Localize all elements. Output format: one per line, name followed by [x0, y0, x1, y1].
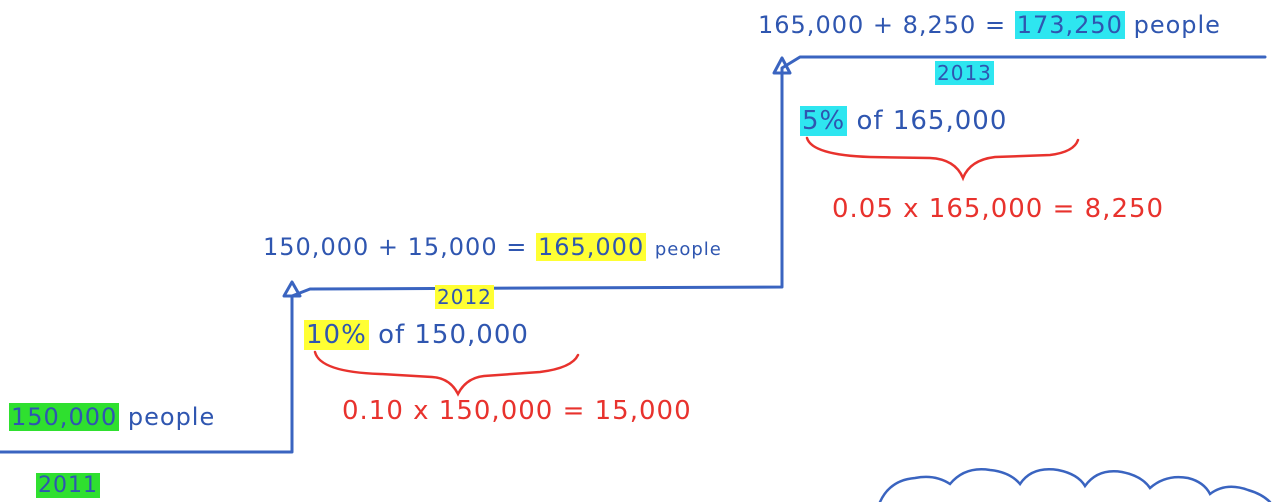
unit-2011: people [127, 403, 216, 431]
equation-2013: 165,000 + 8,250 = 173,250 people [758, 11, 1221, 39]
equation-2013-prefix: 165,000 + 8,250 = [758, 11, 1007, 39]
calc-2012: 0.10 x 150,000 = 15,000 [342, 396, 692, 426]
brace-2012 [313, 350, 580, 397]
amount-2011: 150,000 [9, 403, 120, 431]
equation-2012: 150,000 + 15,000 = 165,000 people [263, 233, 722, 261]
cloud-scribble [878, 468, 1272, 502]
label-2011-population: 150,000 people [9, 403, 216, 431]
year-2011-label: 2011 [36, 473, 100, 498]
arrow-up-icon [772, 56, 792, 75]
year-2013: 2013 [935, 61, 994, 85]
unit-2012: people [654, 239, 722, 260]
rate-2012-text: of 150,000 [378, 320, 529, 350]
rate-2013-text: of 165,000 [856, 106, 1008, 136]
unit-2013: people [1133, 11, 1221, 39]
staircase-line [0, 55, 1267, 454]
rate-2012-percent: 10% [304, 320, 369, 350]
calc-2013: 0.05 x 165,000 = 8,250 [832, 194, 1165, 224]
amount-2013: 173,250 [1014, 11, 1125, 39]
rate-2013: 5% of 165,000 [800, 106, 1008, 136]
amount-2012: 165,000 [535, 233, 647, 261]
rate-2013-percent: 5% [800, 106, 848, 136]
year-2011: 2011 [36, 473, 100, 498]
year-2012-label: 2012 [435, 285, 494, 309]
year-2012: 2012 [435, 285, 494, 309]
rate-2012: 10% of 150,000 [304, 320, 529, 350]
year-2013-label: 2013 [935, 61, 994, 85]
brace-2013 [805, 136, 1080, 182]
equation-2012-prefix: 150,000 + 15,000 = [263, 233, 528, 261]
arrow-up-icon [282, 280, 302, 298]
